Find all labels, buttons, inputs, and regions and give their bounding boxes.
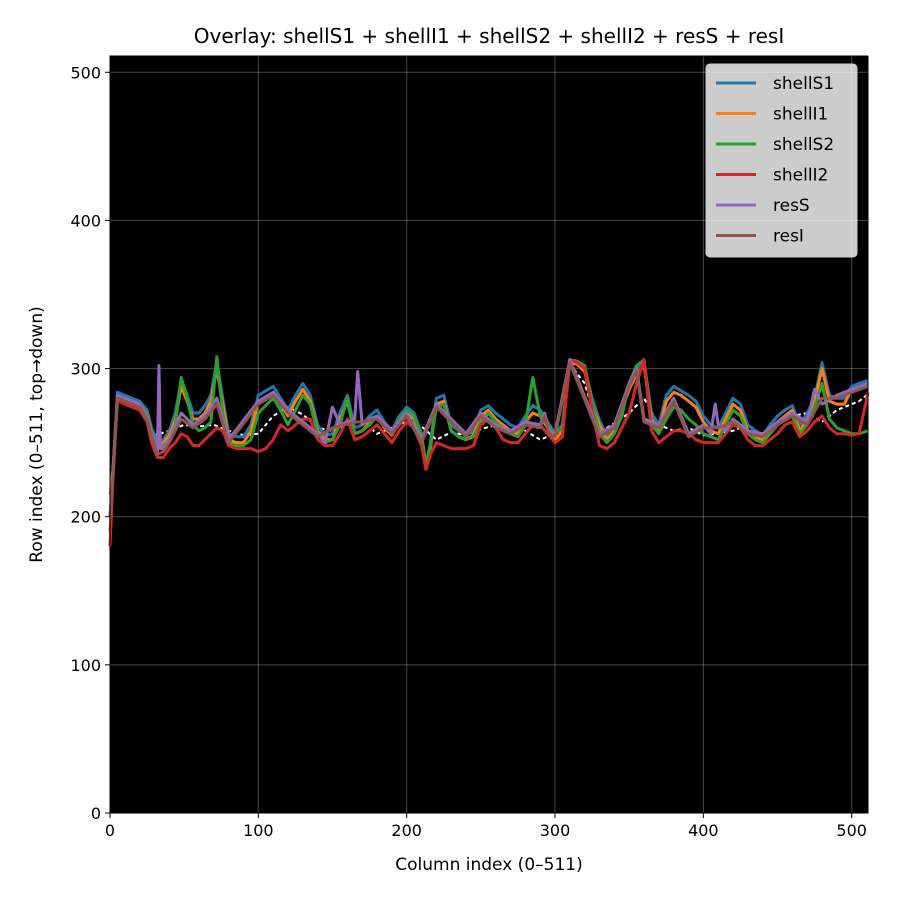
y-tick-label: 300	[70, 360, 101, 379]
legend-label-shellI1: shellI1	[773, 105, 828, 125]
y-tick-label: 100	[70, 656, 101, 675]
x-tick-label: 0	[105, 821, 115, 840]
legend-label-shellI2: shellI2	[773, 166, 828, 186]
y-tick-label: 0	[91, 804, 101, 823]
series-line-resI	[108, 361, 869, 517]
legend: shellS1 shellI1 shellS2 shellI2 resS resI	[705, 63, 858, 258]
legend-label-shellS2: shellS2	[773, 135, 834, 155]
plot-area-frame	[109, 55, 869, 814]
series-line-resS	[108, 358, 869, 517]
x-axis-label: Column index (0–511)	[395, 855, 582, 875]
series-line-shellS2	[108, 355, 869, 532]
x-tick-label: 300	[540, 821, 571, 840]
legend-label-resS: resS	[773, 196, 810, 216]
y-tick-label: 400	[70, 211, 101, 230]
y-axis-label: Row index (0–511, top→down)	[27, 306, 47, 562]
x-tick-label: 500	[836, 821, 867, 840]
legend-label-resI: resI	[773, 227, 804, 247]
legend-label-shellS1: shellS1	[773, 74, 834, 94]
series-line-shellI2	[108, 358, 870, 547]
tick-layer: 0 100 200 300 400 500 0 100 200 300 400 500	[70, 63, 867, 840]
chart-title: Overlay: shellS1 + shellI1 + shellS2 + s…	[194, 24, 785, 48]
x-tick-label: 200	[391, 821, 422, 840]
y-tick-label: 200	[70, 508, 101, 527]
y-tick-label: 500	[70, 63, 101, 82]
series-layer	[108, 355, 870, 547]
x-tick-label: 400	[688, 821, 719, 840]
x-tick-label: 100	[243, 821, 274, 840]
